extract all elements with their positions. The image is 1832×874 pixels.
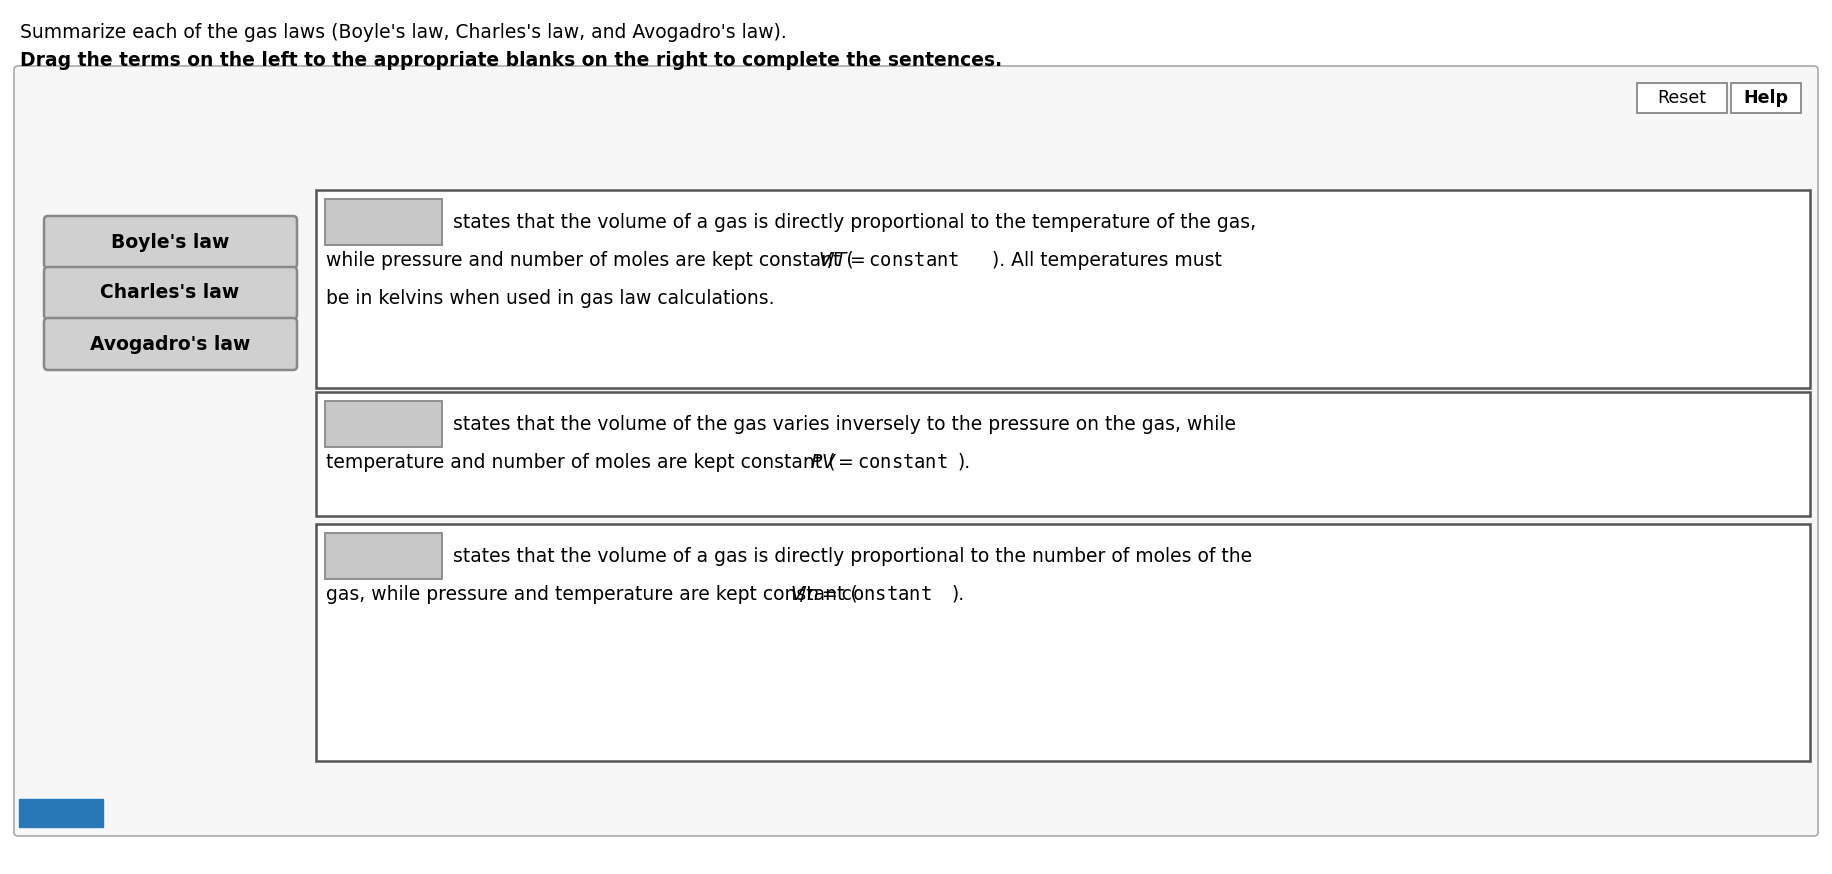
FancyBboxPatch shape xyxy=(315,524,1810,761)
Text: Boyle's law: Boyle's law xyxy=(110,232,229,252)
FancyBboxPatch shape xyxy=(315,392,1810,516)
FancyBboxPatch shape xyxy=(44,216,297,268)
FancyBboxPatch shape xyxy=(44,267,297,319)
FancyBboxPatch shape xyxy=(1638,83,1728,113)
Text: $V\!/T = \mathtt{constant}$: $V\!/T = \mathtt{constant}$ xyxy=(819,250,960,270)
Text: Help: Help xyxy=(1744,89,1788,107)
FancyBboxPatch shape xyxy=(15,66,1817,836)
Text: gas, while pressure and temperature are kept constant (: gas, while pressure and temperature are … xyxy=(326,585,857,604)
FancyBboxPatch shape xyxy=(324,401,442,447)
Text: ).: ). xyxy=(953,585,965,604)
FancyBboxPatch shape xyxy=(315,190,1810,388)
Text: $PV = \mathtt{constant}$: $PV = \mathtt{constant}$ xyxy=(810,453,947,471)
FancyBboxPatch shape xyxy=(1731,83,1801,113)
Text: $V\!/n = \mathtt{constant}$: $V\!/n = \mathtt{constant}$ xyxy=(790,584,931,604)
Text: states that the volume of the gas varies inversely to the pressure on the gas, w: states that the volume of the gas varies… xyxy=(453,414,1237,434)
Text: states that the volume of a gas is directly proportional to the temperature of t: states that the volume of a gas is direc… xyxy=(453,212,1257,232)
Text: states that the volume of a gas is directly proportional to the number of moles : states that the volume of a gas is direc… xyxy=(453,546,1251,565)
FancyBboxPatch shape xyxy=(324,199,442,245)
Text: temperature and number of moles are kept constant (: temperature and number of moles are kept… xyxy=(326,453,835,471)
Text: ).: ). xyxy=(958,453,971,471)
Text: Summarize each of the gas laws (Boyle's law, Charles's law, and Avogadro's law).: Summarize each of the gas laws (Boyle's … xyxy=(20,23,786,42)
FancyBboxPatch shape xyxy=(324,533,442,579)
Text: Charles's law: Charles's law xyxy=(101,283,240,302)
Text: Drag the terms on the left to the appropriate blanks on the right to complete th: Drag the terms on the left to the approp… xyxy=(20,51,1002,70)
Text: ). All temperatures must: ). All temperatures must xyxy=(991,251,1222,269)
FancyBboxPatch shape xyxy=(18,799,103,827)
FancyBboxPatch shape xyxy=(44,318,297,370)
Text: while pressure and number of moles are kept constant (: while pressure and number of moles are k… xyxy=(326,251,854,269)
Text: be in kelvins when used in gas law calculations.: be in kelvins when used in gas law calcu… xyxy=(326,288,775,308)
Text: Reset: Reset xyxy=(1658,89,1706,107)
Text: Avogadro's law: Avogadro's law xyxy=(90,335,251,353)
